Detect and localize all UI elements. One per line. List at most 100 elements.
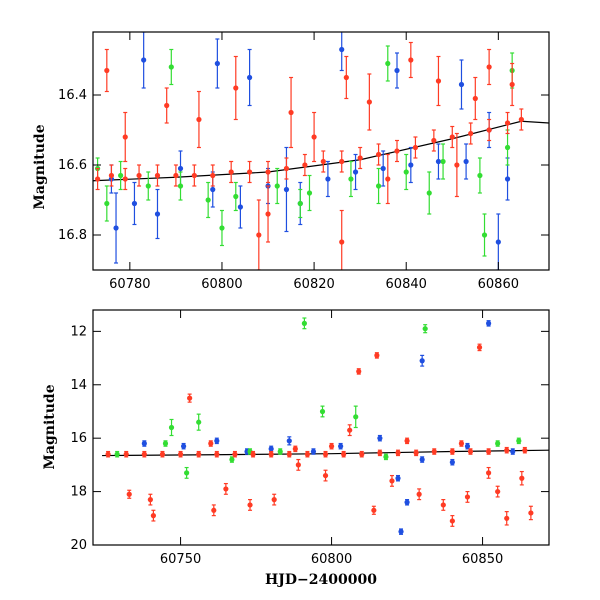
top-panel: 60780 60800 60820 60840 60860 16.4 16.6 16.8 bbox=[58, 31, 550, 292]
top-green-point bbox=[385, 45, 391, 82]
bottom-blue-point bbox=[377, 434, 383, 442]
bottom-red-point bbox=[286, 450, 292, 458]
bottom-blue-point bbox=[419, 354, 425, 367]
top-green-point bbox=[426, 171, 432, 215]
top-blue-point bbox=[154, 188, 161, 240]
bottom-green-point bbox=[516, 437, 522, 445]
bottom-blue-point bbox=[286, 436, 292, 446]
top-red-point bbox=[265, 160, 271, 184]
top-red-point bbox=[122, 111, 128, 163]
top-red-point bbox=[412, 136, 419, 159]
bottom-red-point bbox=[187, 393, 193, 403]
top-red-point bbox=[486, 48, 492, 86]
bottom-blue-point bbox=[404, 499, 410, 506]
bottom-blue-point bbox=[419, 456, 425, 463]
bottom-red-point bbox=[292, 445, 298, 453]
top-blue-point bbox=[131, 181, 138, 226]
top-red-point bbox=[136, 164, 142, 187]
top-x-tick-label: 60860 bbox=[478, 277, 519, 292]
bottom-blue-point bbox=[338, 442, 344, 450]
bottom-red-point bbox=[389, 474, 395, 487]
bottom-red-point bbox=[211, 504, 217, 517]
bottom-red-point bbox=[486, 466, 492, 479]
bottom-red-point bbox=[359, 450, 365, 458]
top-y-tick-label: 16.8 bbox=[58, 228, 87, 243]
bottom-red-point bbox=[416, 488, 422, 501]
bottom-red-point bbox=[214, 450, 220, 458]
bottom-red-point bbox=[322, 450, 329, 458]
top-green-point bbox=[177, 171, 184, 201]
bottom-green-point bbox=[196, 413, 202, 431]
top-red-point bbox=[122, 167, 128, 191]
bottom-red-point bbox=[271, 493, 277, 506]
bottom-axes-frame bbox=[92, 309, 550, 546]
top-red-point bbox=[311, 111, 317, 163]
bottom-x-axis-label: HJD−2400000 bbox=[265, 572, 377, 588]
top-green-point bbox=[205, 181, 211, 219]
top-blue-point bbox=[495, 213, 501, 270]
top-blue-point bbox=[380, 150, 386, 187]
top-y-tick-label: 16.6 bbox=[58, 158, 87, 173]
top-x-tick-label: 60820 bbox=[293, 277, 334, 292]
top-red-point bbox=[302, 153, 308, 177]
top-green-point bbox=[233, 181, 239, 212]
top-blue-point bbox=[352, 153, 359, 191]
bottom-x-tick-label: 60750 bbox=[160, 552, 201, 567]
bottom-red-point bbox=[476, 343, 483, 352]
bottom-red-point bbox=[347, 424, 353, 437]
bottom-red-point bbox=[431, 448, 437, 455]
bottom-green-point bbox=[114, 450, 120, 458]
top-red-point bbox=[196, 90, 202, 149]
bottom-red-point bbox=[356, 368, 362, 375]
bottom-red-point bbox=[504, 446, 510, 454]
top-blue-point bbox=[214, 38, 220, 89]
bottom-blue-point bbox=[180, 442, 187, 450]
bottom-blue-point bbox=[395, 474, 401, 482]
bottom-blue-point bbox=[268, 445, 274, 453]
top-red-point bbox=[228, 160, 234, 184]
bottom-y-axis-label: Magnitude bbox=[42, 384, 58, 469]
top-red-point bbox=[191, 164, 197, 187]
top-green-point bbox=[403, 153, 409, 191]
top-blue-point bbox=[237, 185, 243, 229]
top-green-point bbox=[297, 188, 303, 219]
bottom-blue-point bbox=[449, 458, 455, 466]
top-red-point bbox=[518, 108, 524, 131]
top-red-point bbox=[375, 143, 382, 166]
bottom-red-point bbox=[404, 437, 410, 445]
top-red-point bbox=[210, 164, 216, 187]
top-green-point bbox=[306, 174, 313, 212]
top-red-point bbox=[283, 157, 290, 180]
top-red-point bbox=[339, 150, 345, 173]
bottom-red-point bbox=[223, 482, 229, 495]
bottom-red-point bbox=[250, 450, 256, 458]
bottom-green-point bbox=[319, 405, 326, 418]
bottom-red-point bbox=[495, 485, 501, 498]
bottom-red-point bbox=[504, 511, 510, 526]
top-blue-point bbox=[435, 143, 442, 180]
bottom-red-point bbox=[322, 469, 329, 482]
bottom-red-point bbox=[374, 352, 380, 359]
bottom-red-point bbox=[232, 450, 238, 458]
bottom-red-point bbox=[123, 450, 129, 458]
bottom-red-point bbox=[449, 448, 455, 455]
top-red-point bbox=[265, 185, 271, 243]
top-blue-point bbox=[325, 160, 331, 198]
bottom-green-point bbox=[168, 418, 175, 437]
top-red-point bbox=[164, 87, 170, 124]
bottom-green-point bbox=[353, 405, 359, 429]
bottom-blue-point bbox=[486, 320, 492, 327]
bottom-red-point bbox=[208, 440, 214, 447]
top-green-point bbox=[118, 160, 124, 191]
top-red-point bbox=[288, 76, 294, 149]
top-blue-point bbox=[458, 59, 465, 110]
bottom-y-tick-label: 18 bbox=[70, 485, 87, 500]
top-x-tick-label: 60840 bbox=[386, 277, 427, 292]
bottom-red-point bbox=[413, 449, 419, 457]
top-x-tick-label: 60780 bbox=[109, 277, 150, 292]
top-red-point bbox=[95, 167, 101, 191]
top-red-point bbox=[394, 139, 400, 163]
top-green-point bbox=[104, 185, 110, 222]
top-red-point bbox=[320, 150, 326, 173]
